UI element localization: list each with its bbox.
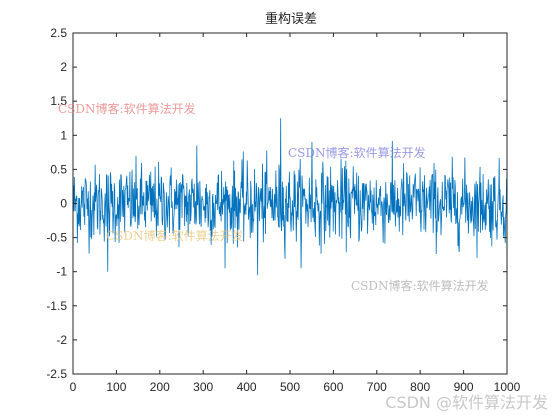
y-tick-label: -2.5 <box>46 367 67 381</box>
y-tick-label: 2 <box>60 60 67 74</box>
x-tick-label: 0 <box>70 380 77 394</box>
x-tick-label: 800 <box>410 380 430 394</box>
x-tick-label: 100 <box>106 380 126 394</box>
y-tick-label: 2.5 <box>50 26 67 40</box>
x-axis: 0 100 200 300 400 500 600 700 800 900 1000 <box>70 33 521 394</box>
watermark-3: CSDN博客:软件算法开发 <box>106 228 244 243</box>
x-tick-label: 500 <box>280 380 300 394</box>
y-tick-label: 0 <box>60 197 67 211</box>
watermarks: CSDN博客:软件算法开发 CSDN博客:软件算法开发 CSDN博客:软件算法开… <box>58 101 489 293</box>
y-tick-label: -1 <box>56 265 67 279</box>
x-tick-label: 300 <box>193 380 213 394</box>
y-tick-label: -2 <box>56 333 67 347</box>
watermark-4: CSDN博客:软件算法开发 <box>351 278 489 293</box>
y-tick-label: 1 <box>60 128 67 142</box>
y-tick-label: -0.5 <box>46 231 67 245</box>
y-axis: -2.5 -2 -1.5 -1 -0.5 0 0.5 1 1.5 2 2.5 <box>46 26 507 381</box>
watermark-2: CSDN博客:软件算法开发 <box>288 145 426 160</box>
x-tick-label: 200 <box>150 380 170 394</box>
y-tick-label: 1.5 <box>50 94 67 108</box>
x-tick-label: 1000 <box>494 380 521 394</box>
x-tick-label: 700 <box>367 380 387 394</box>
x-tick-label: 600 <box>323 380 343 394</box>
watermark-1: CSDN博客:软件算法开发 <box>58 101 196 116</box>
x-tick-label: 900 <box>454 380 474 394</box>
chart-title: 重构误差 <box>265 11 317 27</box>
series-line <box>72 118 508 276</box>
plot-area: 0 100 200 300 400 500 600 700 800 900 1000 -2.5-2-… <box>46 26 520 394</box>
x-tick-label: 400 <box>237 380 257 394</box>
y-tick-label: 0.5 <box>50 162 67 176</box>
corner-watermark: CSDN @软件算法开发 <box>385 393 548 412</box>
y-tick-label: -1.5 <box>46 299 67 313</box>
